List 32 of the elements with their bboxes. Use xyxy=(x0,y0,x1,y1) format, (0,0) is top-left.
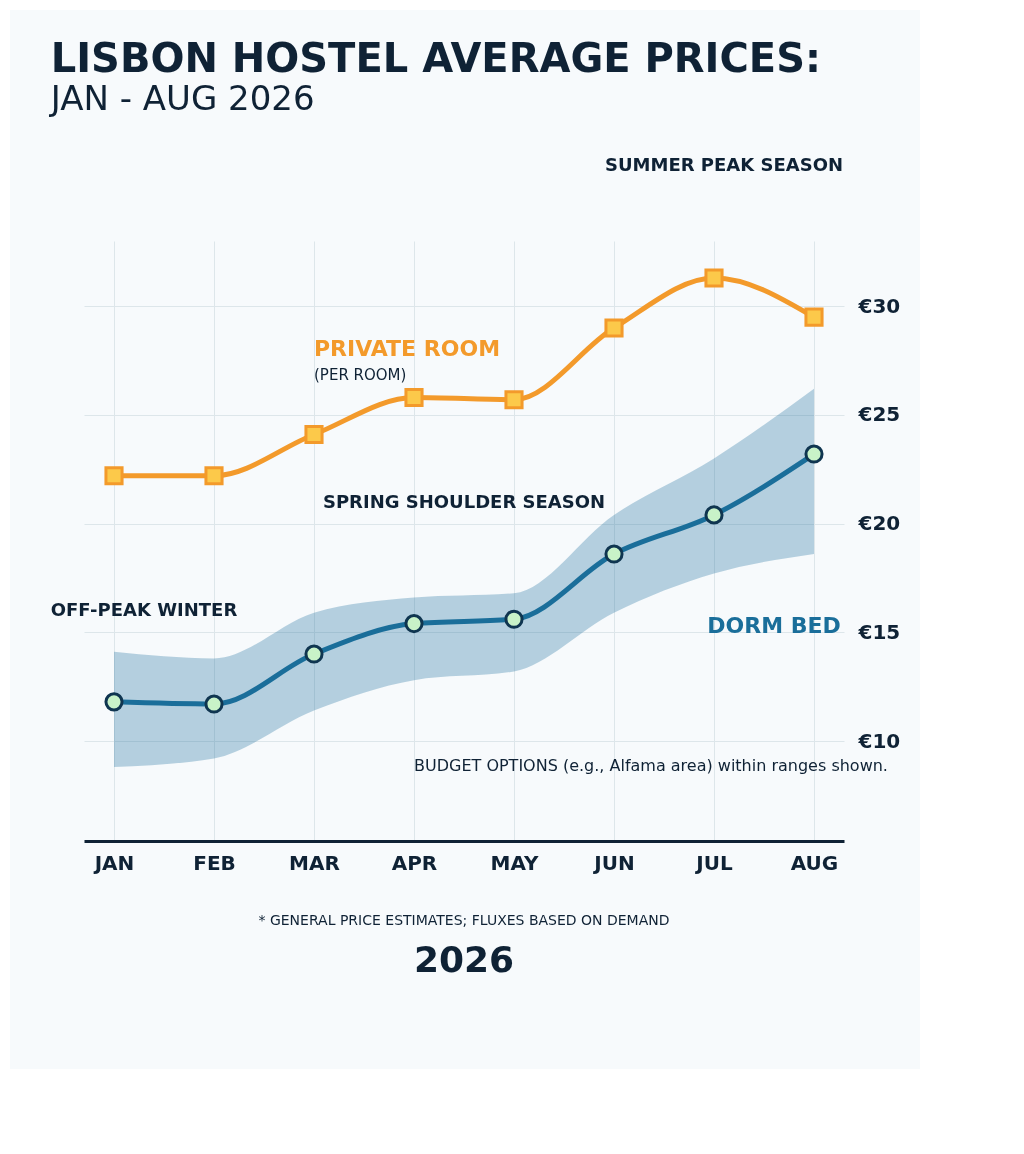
annotation: OFF-PEAK WINTER xyxy=(50,599,238,620)
point xyxy=(804,307,824,327)
y-tick-label: €10 xyxy=(857,728,901,753)
text: DORM BED xyxy=(707,613,841,638)
annotation: BUDGET OPTIONS (e.g., Alfama area) within ranges shown. xyxy=(414,756,888,775)
x-tick-label: JUL xyxy=(694,850,733,875)
y-tick-label: €20 xyxy=(857,511,901,536)
series-label: PRIVATE ROOM xyxy=(314,336,501,361)
text: SUMMER PEAK SEASON xyxy=(605,154,843,175)
point xyxy=(104,466,124,486)
y-tick-label: €25 xyxy=(857,402,901,427)
text: 2026 xyxy=(413,939,515,980)
point xyxy=(304,424,324,445)
point xyxy=(504,390,524,410)
x-tick-label: MAR xyxy=(289,850,340,875)
annotation: (PER ROOM) xyxy=(314,366,407,384)
point xyxy=(604,318,624,338)
annotation: SPRING SHOULDER SEASON xyxy=(322,491,606,512)
point xyxy=(404,387,424,408)
x-tick-label: JUN xyxy=(592,850,635,875)
text: * GENERAL PRICE ESTIMATES; FLUXES BASED ON DEMAND xyxy=(258,912,670,928)
x-tick-label: APR xyxy=(391,850,438,875)
y-tick-label: €30 xyxy=(857,293,901,318)
point xyxy=(204,466,224,486)
y-tick-label: €15 xyxy=(857,619,901,644)
x-tick-label: AUG xyxy=(790,850,839,875)
chart-title: LISBON HOSTEL AVERAGE PRICES: xyxy=(50,35,821,81)
x-tick-label: MAY xyxy=(490,850,539,875)
point xyxy=(704,268,724,288)
x-tick-label: JAN xyxy=(92,850,135,875)
x-tick-label: FEB xyxy=(193,850,236,875)
chart-subtitle: JAN - AUG 2026 xyxy=(48,78,315,118)
